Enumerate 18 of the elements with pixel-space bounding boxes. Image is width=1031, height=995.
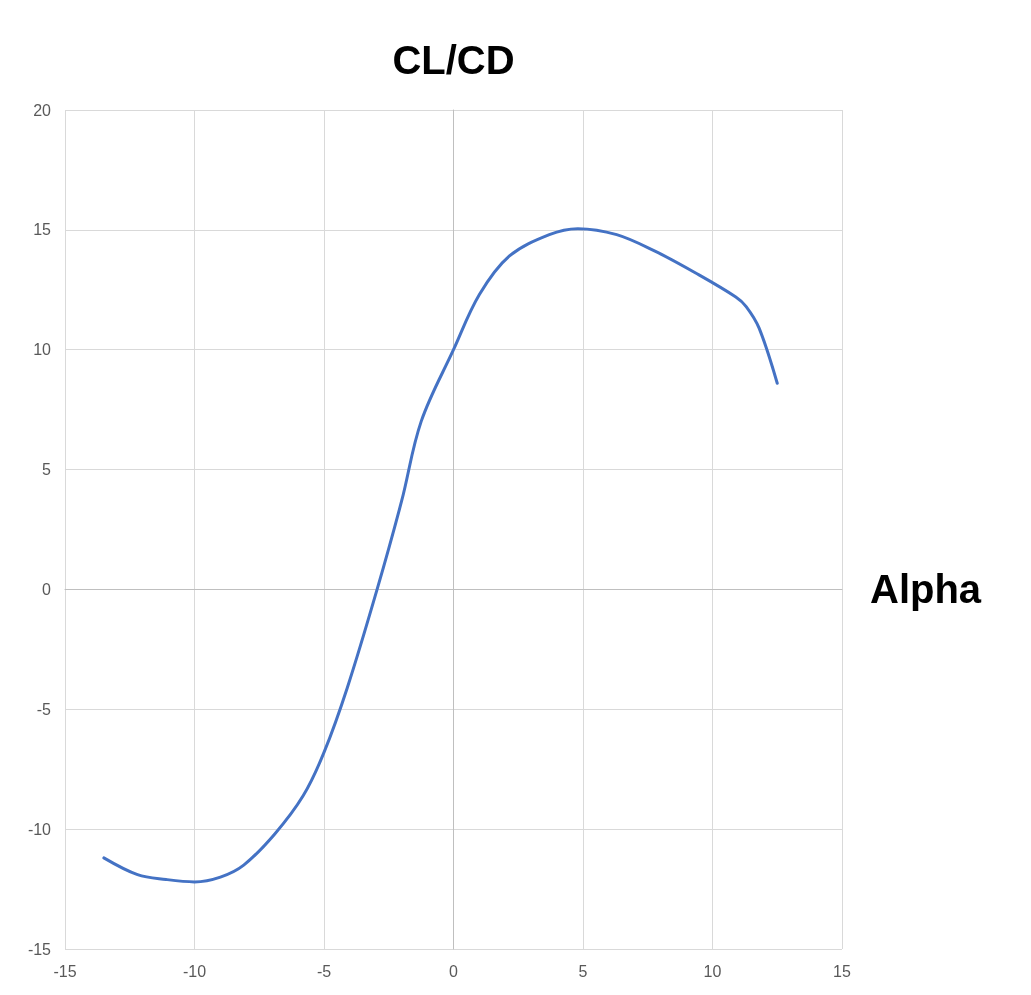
x-tick-label: -10 [182, 962, 207, 980]
y-tick-label: 0 [42, 580, 52, 598]
line-series [102, 227, 779, 884]
x-tick-label: -15 [53, 962, 77, 980]
x-tick-label: -5 [316, 962, 332, 980]
x-tick-label: 10 [703, 962, 722, 980]
x-axis-title: Alpha [870, 567, 982, 612]
y-tick-label: -5 [36, 700, 52, 718]
y-tick-label: 5 [42, 461, 52, 479]
y-tick-label: 10 [33, 341, 52, 359]
x-tick-label: 5 [578, 962, 588, 980]
y-tick-label: -15 [27, 940, 52, 958]
y-tick-label: 15 [33, 221, 52, 239]
x-tick-label: 15 [833, 962, 851, 980]
x-tick-label: 0 [449, 962, 459, 980]
y-axis-title: CL/CD [392, 38, 515, 82]
y-tick-label: -10 [27, 820, 52, 838]
y-tick-label: 20 [33, 101, 52, 119]
